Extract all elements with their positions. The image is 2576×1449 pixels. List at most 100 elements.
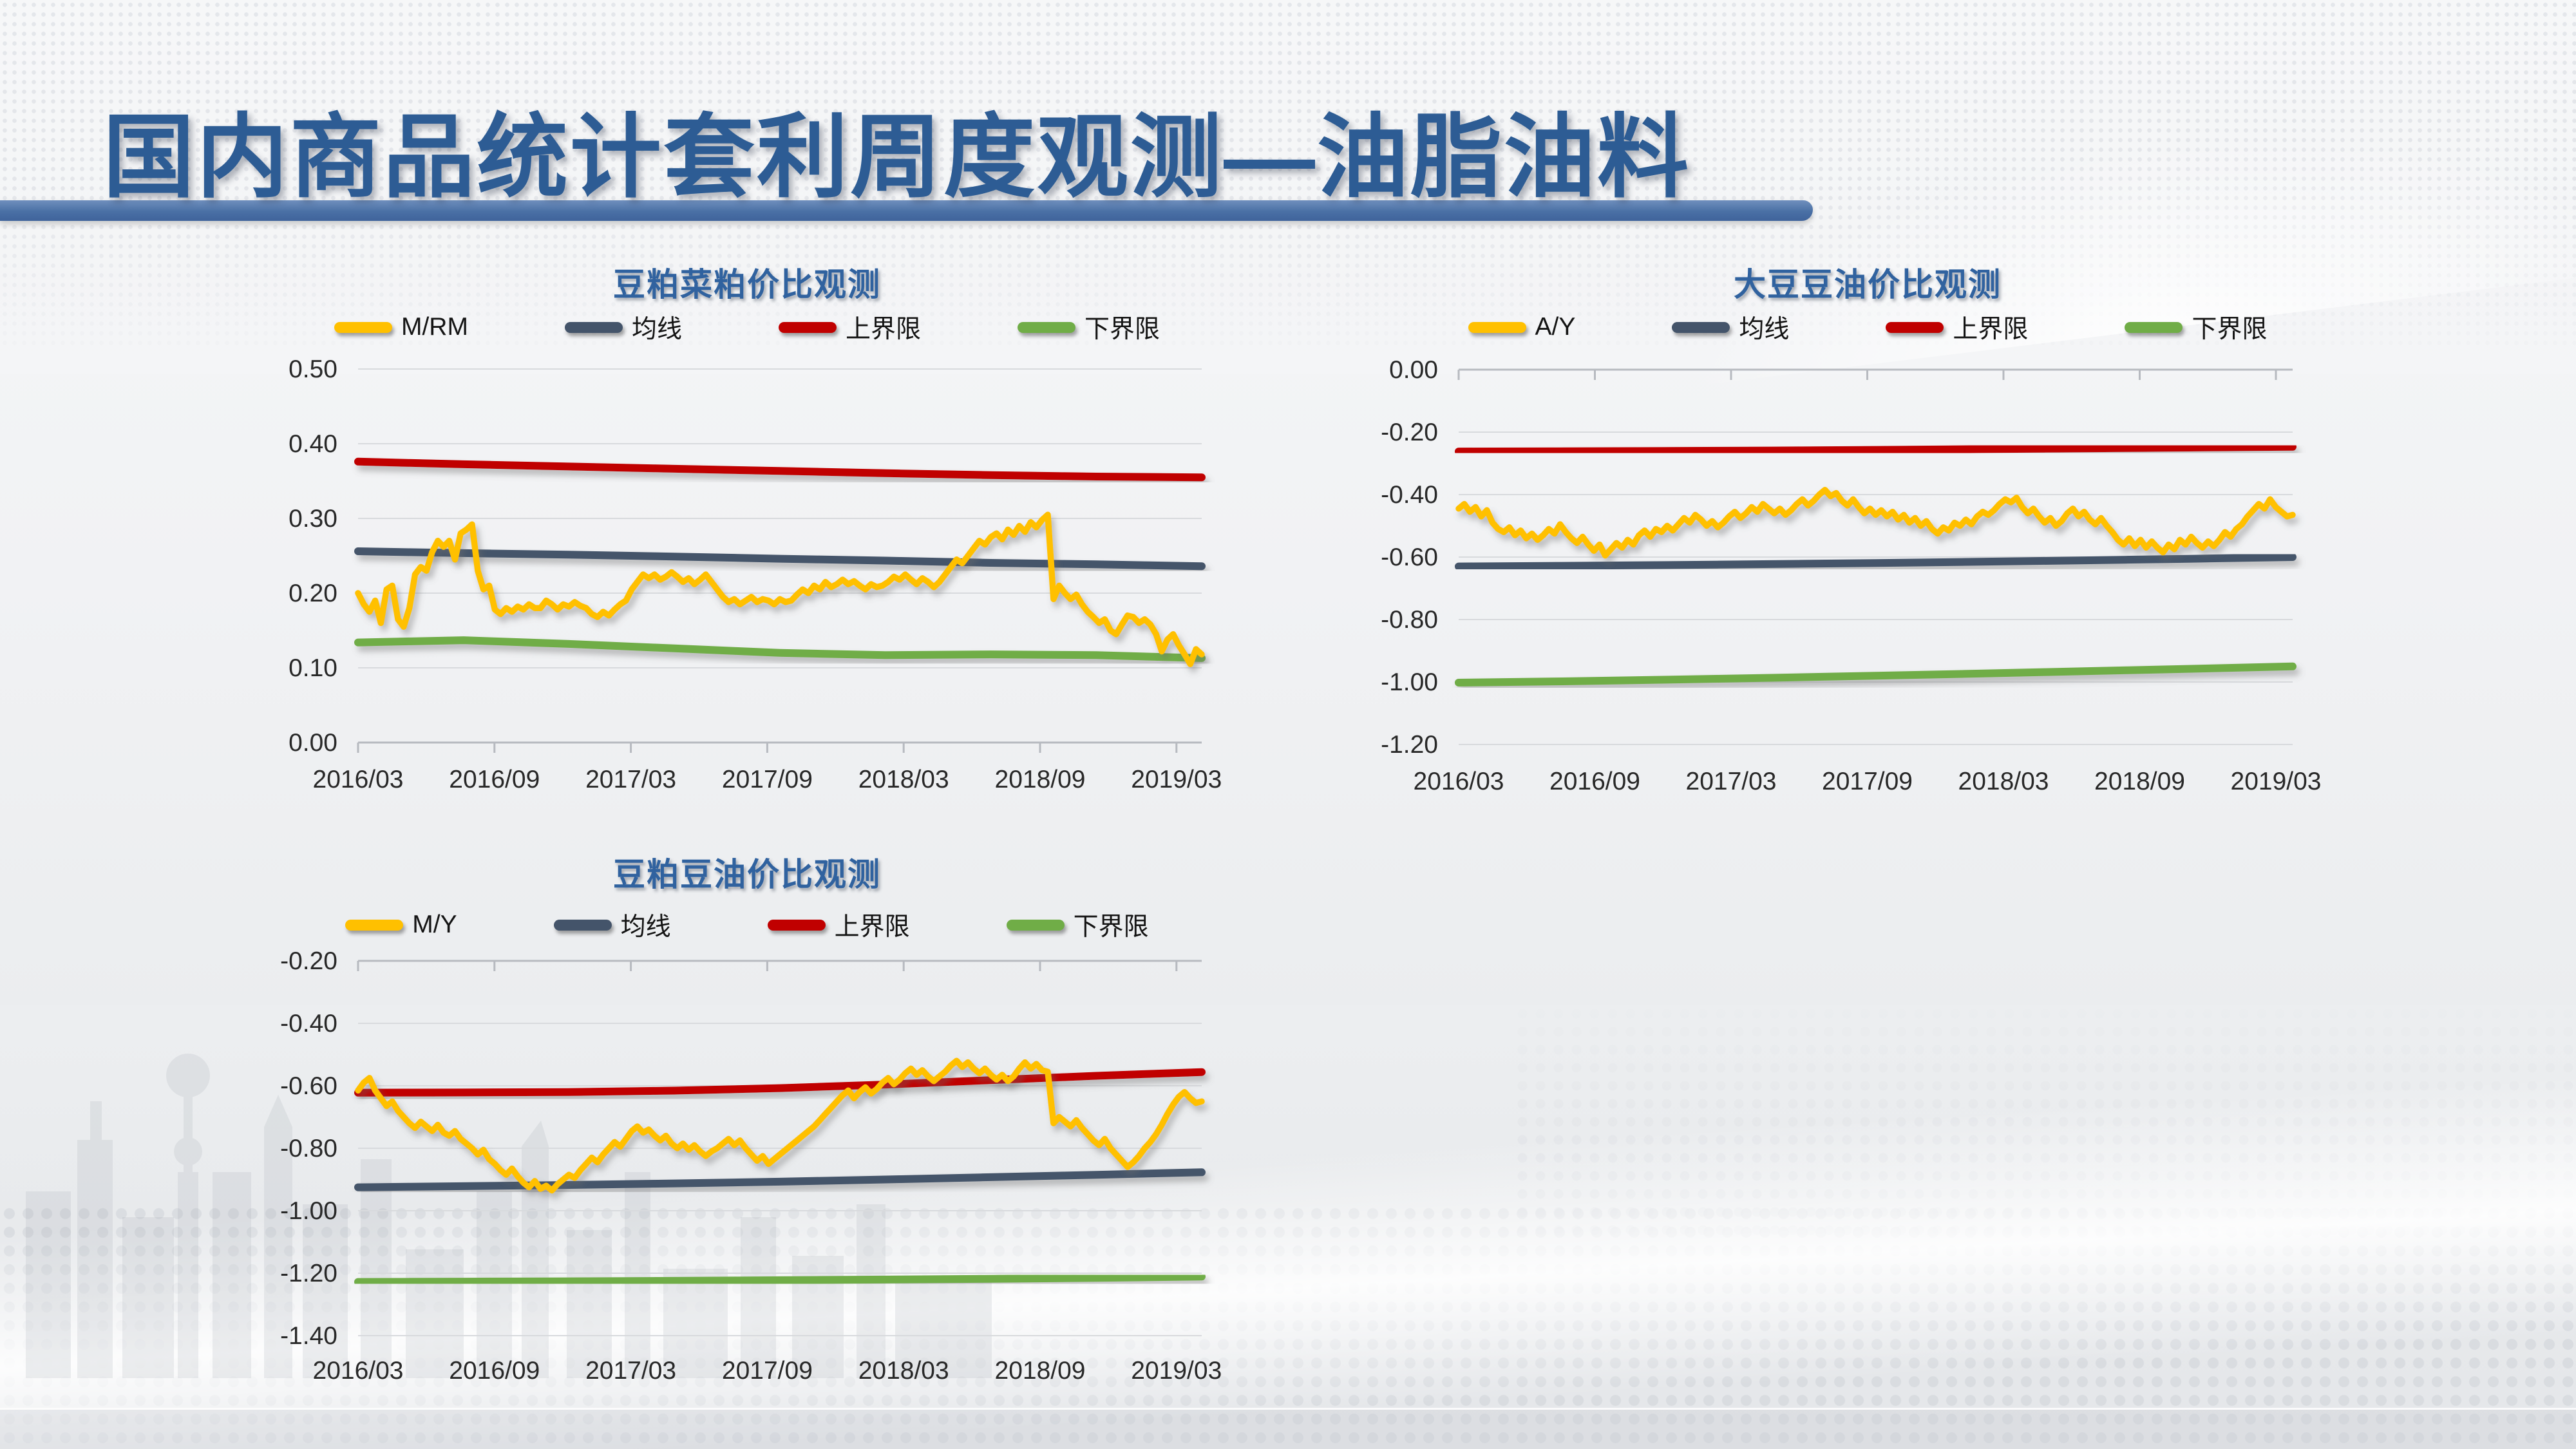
y-tick-label: -0.80 — [1381, 606, 1438, 634]
chart-soymeal-rapemeal-ratio: 豆粕菜粕价比观测 M/RM 均线 上界限 下界限 0.50 0.40 0.30 0.20 0.… — [238, 245, 1256, 811]
x-tick-label: 2019/03 — [1131, 766, 1222, 793]
legend-item: 下界限 — [1018, 309, 1160, 345]
y-tick-label: -0.20 — [280, 947, 337, 975]
series-line-上界限 — [1455, 442, 2297, 456]
x-tick-label: 2016/03 — [313, 766, 404, 793]
series-line-上界限 — [354, 1068, 1206, 1097]
series-line-A/Y — [1455, 486, 2296, 559]
legend-label: 均线 — [1739, 316, 1790, 343]
legend-item: 上界限 — [778, 309, 921, 345]
legend-marker — [1886, 321, 1944, 333]
chart-soymeal-soyoil-ratio: 豆粕豆油价比观测 M/Y 均线 上界限 下界限 -0.20 -0.40 -0.60 -0.8… — [238, 831, 1256, 1423]
legend-item: 下界限 — [1006, 907, 1149, 943]
chart-plot: -0.20 -0.40 -0.60 -0.80 -1.00 -1.20 -1.40 2016/… — [280, 947, 1222, 1385]
x-tick-label: 2016/03 — [313, 1357, 404, 1385]
y-tick-label: 0.30 — [289, 505, 337, 533]
chart-plot: 0.50 0.40 0.30 0.20 0.10 0.00 2016/03 2016/09 20… — [289, 355, 1222, 793]
legend-marker — [564, 321, 623, 333]
legend-label: M/RM — [401, 313, 468, 341]
page-title: 国内商品统计套利周度观测—油脂油料 — [103, 106, 1690, 209]
x-tick-label: 2017/03 — [1686, 768, 1777, 795]
legend-marker — [1006, 919, 1065, 931]
y-tick-label: -1.40 — [280, 1322, 337, 1350]
x-tick-label: 2016/09 — [449, 1357, 540, 1385]
y-tick-label: 0.20 — [289, 580, 337, 607]
title-underline-bar — [0, 200, 1813, 221]
legend-item: 均线 — [1672, 309, 1789, 345]
x-tick-label: 2018/03 — [1958, 768, 2049, 795]
x-tick-label: 2017/03 — [585, 1357, 676, 1385]
x-tick-label: 2017/09 — [722, 1357, 813, 1385]
x-tick-label: 2018/09 — [2094, 768, 2185, 795]
x-tick-label: 2019/03 — [2231, 768, 2322, 795]
legend-label: 下界限 — [2192, 316, 2268, 343]
y-tick-label: -0.60 — [280, 1072, 337, 1100]
legend-label: 上界限 — [834, 913, 910, 941]
legend-label: 下界限 — [1073, 913, 1149, 941]
series-line-下界限 — [354, 1273, 1206, 1286]
y-tick-label: -0.80 — [280, 1135, 337, 1162]
y-tick-label: 0.00 — [289, 729, 337, 757]
legend-label: M/Y — [412, 911, 457, 938]
y-tick-label: 0.50 — [289, 355, 337, 383]
y-tick-label: -0.40 — [1381, 481, 1438, 509]
y-tick-label: -1.00 — [1381, 668, 1438, 696]
series-line-M/RM — [355, 511, 1205, 667]
chart-plot: 0.00 -0.20 -0.40 -0.60 -0.80 -1.00 -1.20 2016/0… — [1381, 356, 2322, 795]
series-line-均线 — [354, 547, 1206, 571]
y-tick-label: -0.60 — [1381, 544, 1438, 571]
x-tick-label: 2018/09 — [995, 766, 1086, 793]
legend-marker — [345, 919, 404, 931]
legend-item: M/Y — [345, 911, 457, 939]
legend-marker — [1468, 321, 1526, 333]
legend-label: 下界限 — [1084, 316, 1160, 343]
legend-label: 均线 — [620, 913, 671, 941]
legend-marker — [1018, 321, 1075, 333]
legend-item: 上界限 — [767, 907, 910, 943]
skyline-silhouette — [26, 1054, 992, 1378]
chart-legend: M/Y 均线 上界限 下界限 — [238, 907, 1256, 943]
chart-title: 大豆豆油价比观测 — [1734, 267, 2002, 303]
y-tick-label: -0.20 — [1381, 419, 1438, 446]
legend-label: 均线 — [631, 316, 682, 343]
y-tick-label: -1.00 — [280, 1197, 337, 1225]
x-tick-label: 2017/03 — [585, 766, 676, 793]
y-tick-label: -1.20 — [280, 1260, 337, 1287]
legend-marker — [334, 321, 392, 333]
x-tick-label: 2017/09 — [1822, 768, 1913, 795]
bottom-strip — [0, 1408, 2576, 1449]
legend-label: 上界限 — [845, 316, 921, 343]
legend-marker — [2125, 321, 2183, 333]
x-tick-label: 2018/03 — [858, 1357, 949, 1385]
legend-item: M/RM — [334, 313, 468, 341]
chart-soybean-soyoil-ratio: 大豆豆油价比观测 A/Y 均线 上界限 下界限 0.00 -0.20 -0.40 -0.60… — [1320, 245, 2415, 811]
legend-item: A/Y — [1468, 313, 1576, 341]
x-tick-label: 2017/09 — [722, 766, 813, 793]
legend-label: 上界限 — [1953, 316, 2029, 343]
y-tick-label: -0.40 — [280, 1010, 337, 1037]
y-tick-label: 0.10 — [289, 654, 337, 682]
chart-legend: M/RM 均线 上界限 下界限 — [238, 309, 1256, 345]
legend-label: A/Y — [1535, 313, 1576, 341]
legend-marker — [778, 321, 837, 333]
series-line-下界限 — [354, 636, 1206, 662]
x-tick-label: 2016/09 — [1549, 768, 1640, 795]
series-line-M/Y — [355, 1057, 1205, 1194]
series-line-均线 — [354, 1168, 1206, 1191]
legend-item: 上界限 — [1886, 309, 2028, 345]
legend-marker — [1672, 321, 1730, 333]
chart-title: 豆粕豆油价比观测 — [613, 857, 881, 893]
series-line-均线 — [1455, 553, 2297, 571]
legend-item: 均线 — [553, 907, 671, 943]
legend-marker — [767, 919, 826, 931]
y-tick-label: -1.20 — [1381, 731, 1438, 759]
legend-item: 下界限 — [2125, 309, 2267, 345]
x-tick-label: 2016/03 — [1414, 768, 1504, 795]
x-tick-label: 2018/03 — [858, 766, 949, 793]
series-line-上界限 — [354, 457, 1206, 482]
y-tick-label: 0.40 — [289, 430, 337, 458]
chart-legend: A/Y 均线 上界限 下界限 — [1320, 309, 2415, 345]
x-tick-label: 2018/09 — [995, 1357, 1086, 1385]
chart-title: 豆粕菜粕价比观测 — [613, 267, 881, 303]
